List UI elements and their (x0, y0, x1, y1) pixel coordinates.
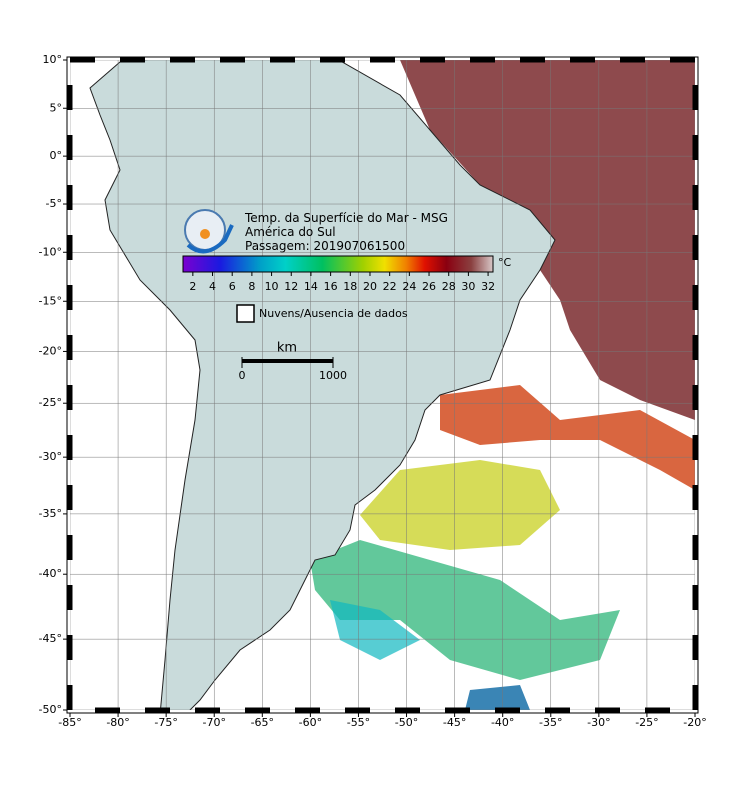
colorbar-tick-label: 30 (461, 280, 475, 293)
colorbar-tick-label: 2 (189, 280, 196, 293)
x-tick-label: -40° (491, 716, 514, 729)
colorbar-tick-label: 4 (209, 280, 216, 293)
region: América do Sul (245, 225, 336, 239)
x-tick-label: -80° (106, 716, 129, 729)
x-tick-label: -75° (154, 716, 177, 729)
y-tick-label: -15° (39, 294, 62, 307)
colorbar-tick-label: 20 (363, 280, 377, 293)
y-tick-label: 5° (50, 101, 63, 114)
x-tick-label: -35° (539, 716, 562, 729)
x-tick-label: -50° (395, 716, 418, 729)
colorbar (182, 255, 494, 273)
colorbar-tick-label: 32 (481, 280, 495, 293)
sst-yellow (360, 460, 560, 550)
colorbar-tick-label: 10 (265, 280, 279, 293)
y-tick-label: -5° (46, 197, 62, 210)
colorbar-tick-label: 6 (229, 280, 236, 293)
x-tick-label: -60° (299, 716, 322, 729)
x-tick-label: -45° (443, 716, 466, 729)
scale-tick-label: 1000 (319, 369, 347, 382)
colorbar-tick-label: 18 (343, 280, 357, 293)
x-tick-label: -30° (587, 716, 610, 729)
x-tick-label: -70° (202, 716, 225, 729)
y-tick-label: -35° (39, 507, 62, 520)
sst-cyan (330, 600, 420, 660)
colorbar-tick-label: 14 (304, 280, 318, 293)
scale-bar (242, 359, 333, 363)
logo (184, 209, 234, 254)
colorbar-tick-label: 16 (324, 280, 338, 293)
colorbar-tick-label: 28 (442, 280, 456, 293)
colorbar-tick-label: 8 (248, 280, 255, 293)
x-tick-label: -20° (683, 716, 706, 729)
frame-dash (67, 57, 698, 713)
y-tick-label: -45° (39, 632, 62, 645)
sst-green (310, 540, 620, 680)
y-tick-label: -25° (39, 396, 62, 409)
sst-warm (400, 60, 695, 420)
x-tick-label: -25° (635, 716, 658, 729)
y-tick-label: -40° (39, 567, 62, 580)
map-body (70, 60, 695, 710)
sst-orange (440, 385, 695, 490)
frame (66, 56, 699, 714)
colorbar-tick-label: 26 (422, 280, 436, 293)
y-tick-label: -30° (39, 450, 62, 463)
y-tick-label: -20° (39, 344, 62, 357)
title: Temp. da Superfície do Mar - MSG (244, 211, 448, 225)
colorbar-tick-label: 24 (402, 280, 416, 293)
y-tick-label: -10° (39, 245, 62, 258)
colorbar-unit: °C (498, 256, 512, 269)
legend-label: Nuvens/Ausencia de dados (259, 307, 408, 320)
y-tick-label: 10° (43, 53, 63, 66)
scale-tick-label: 0 (239, 369, 246, 382)
sst-blue (465, 685, 530, 710)
y-tick-label: 0° (50, 149, 63, 162)
colorbar-tick-label: 12 (284, 280, 298, 293)
legend-swatch (236, 304, 255, 323)
pass: Passagem: 201907061500 (245, 239, 405, 253)
x-tick-label: -85° (58, 716, 81, 729)
scale-unit: km (277, 341, 297, 356)
y-tick-label: -50° (39, 703, 62, 716)
graticule (70, 60, 695, 710)
colorbar-tick-label: 22 (383, 280, 397, 293)
x-tick-label: -65° (251, 716, 274, 729)
x-tick-label: -55° (347, 716, 370, 729)
